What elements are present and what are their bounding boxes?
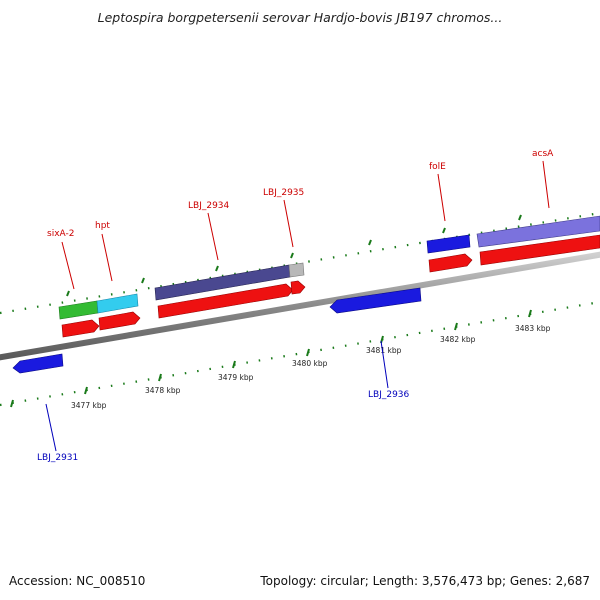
gene-LBJ_2931[interactable] xyxy=(12,353,64,374)
label-hpt[interactable]: hpt xyxy=(95,221,110,231)
cds-folE[interactable] xyxy=(428,253,473,273)
accession-text: Accession: NC_008510 xyxy=(9,574,146,588)
scale-label: 3481 kbp xyxy=(366,346,402,355)
leader-LBJ_2935 xyxy=(283,199,294,248)
scale-label: 3483 kbp xyxy=(515,324,551,333)
reverse-major-tick xyxy=(158,373,162,382)
cds-hpt[interactable] xyxy=(98,311,141,331)
gene-folE[interactable] xyxy=(426,234,471,254)
reverse-major-tick xyxy=(232,360,236,369)
scale-label: 3478 kbp xyxy=(145,386,181,395)
reverse-major-tick xyxy=(84,386,88,395)
label-acsA[interactable]: acsA xyxy=(532,149,554,159)
forward-minor-ticks xyxy=(0,211,600,315)
reverse-leader-lines xyxy=(45,340,389,452)
leader-LBJ_2934 xyxy=(207,212,219,261)
gene-LBJ_2936[interactable] xyxy=(329,287,422,314)
cds-sixA-2[interactable] xyxy=(61,319,100,338)
leader-folE xyxy=(437,173,446,222)
scale-label: 3477 kbp xyxy=(71,401,107,410)
gene-LBJ_2935[interactable] xyxy=(288,262,305,278)
reverse-major-tick xyxy=(528,309,532,318)
forward-major-tick xyxy=(290,252,294,259)
forward-major-tick xyxy=(442,227,446,234)
map-title: Leptospira borgpetersenii serovar Hardjo… xyxy=(97,10,503,25)
forward-major-tick xyxy=(66,290,70,297)
reverse-major-tick xyxy=(10,399,14,408)
label-LBJ_2934[interactable]: LBJ_2934 xyxy=(188,201,230,211)
label-LBJ_2935[interactable]: LBJ_2935 xyxy=(263,188,304,198)
leader-LBJ_2931 xyxy=(45,403,57,452)
reverse-minor-ticks xyxy=(0,300,600,407)
label-LBJ_2936[interactable]: LBJ_2936 xyxy=(368,390,410,400)
forward-major-tick xyxy=(368,239,372,246)
reverse-major-tick xyxy=(454,322,458,331)
leader-acsA xyxy=(542,160,550,209)
forward-tick-row xyxy=(0,211,600,315)
forward-gene-track xyxy=(58,215,600,320)
forward-leader-lines xyxy=(61,160,550,290)
cds-acsA[interactable] xyxy=(479,234,600,266)
forward-cds-track xyxy=(61,234,600,338)
cds-LBJ_2935[interactable] xyxy=(290,280,306,295)
gene-hpt[interactable] xyxy=(96,293,139,314)
forward-major-tick xyxy=(215,265,219,272)
topology-summary-text: Topology: circular; Length: 3,576,473 bp… xyxy=(260,574,590,588)
gene-sixA-2[interactable] xyxy=(58,300,99,320)
scale-label: 3482 kbp xyxy=(440,335,476,344)
label-folE[interactable]: folE xyxy=(429,162,446,172)
forward-major-tick xyxy=(141,277,145,284)
reverse-major-tick xyxy=(306,348,310,357)
label-sixA-2[interactable]: sixA-2 xyxy=(47,229,74,239)
scale-label: 3480 kbp xyxy=(292,359,328,368)
forward-gene-labels: sixA-2 hpt LBJ_2934 LBJ_2935 folE acsA xyxy=(47,149,554,239)
reverse-tick-row xyxy=(0,300,600,408)
cds-LBJ_2934[interactable] xyxy=(157,283,294,319)
leader-LBJ_2936 xyxy=(380,340,389,389)
scale-label: 3479 kbp xyxy=(218,373,254,382)
label-LBJ_2931[interactable]: LBJ_2931 xyxy=(37,453,78,463)
reverse-gene-labels: LBJ_2931 LBJ_2936 xyxy=(37,390,410,463)
scale-labels: 3477 kbp 3478 kbp 3479 kbp 3480 kbp 3481… xyxy=(71,324,551,410)
forward-major-tick xyxy=(518,214,522,221)
leader-hpt xyxy=(101,233,113,282)
gene-acsA[interactable] xyxy=(476,215,600,248)
leader-sixA-2 xyxy=(61,241,75,290)
chromosome-backbone xyxy=(0,251,600,361)
reverse-gene-track xyxy=(12,287,422,374)
